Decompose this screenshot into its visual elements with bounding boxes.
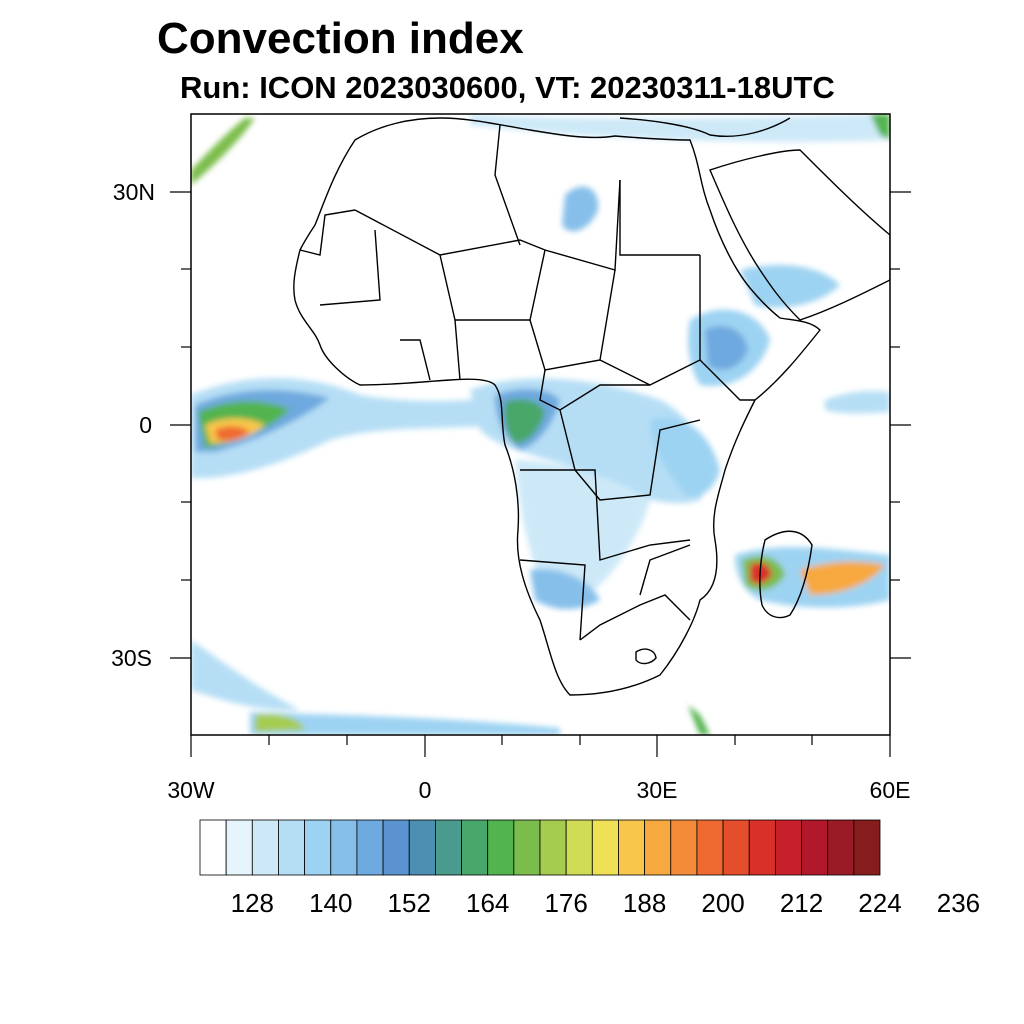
- border-botswana: [579, 594, 691, 641]
- colorbar-swatch: [356, 819, 384, 876]
- colorbar-swatch: [461, 819, 489, 876]
- field-indian-ocean-orange: [800, 561, 885, 595]
- border-mauritania: [299, 209, 356, 256]
- border-sudan: [599, 255, 701, 386]
- colorbar-swatch: [251, 819, 279, 876]
- colorbar-label: 212: [780, 888, 823, 918]
- lon-label-60e: 60E: [870, 777, 911, 803]
- border-namibia: [519, 559, 586, 641]
- lat-label-30n: 30N: [113, 179, 155, 205]
- lon-label-30w: 30W: [167, 777, 215, 803]
- colorbar-label: 152: [388, 888, 431, 918]
- colorbar-label: 140: [309, 888, 352, 918]
- lon-label-30e: 30E: [637, 777, 678, 803]
- lon-label-0: 0: [419, 777, 432, 803]
- field-south-atlantic-green: [255, 714, 305, 732]
- colorbar-swatch: [722, 819, 750, 876]
- lon-tick-labels: 30W 0 30E 60E: [167, 777, 910, 803]
- colorbar-swatch: [696, 819, 724, 876]
- field-ethiopia-blue: [705, 326, 748, 370]
- colorbar-swatch: [748, 819, 776, 876]
- colorbar-swatch: [513, 819, 541, 876]
- chart-title: Convection index: [157, 14, 524, 63]
- field-south-atlantic-band: [250, 712, 560, 735]
- convection-field: [191, 114, 890, 735]
- field-sahara-spot: [562, 186, 599, 232]
- colorbar-swatch: [670, 819, 698, 876]
- colorbar-swatch: [801, 819, 829, 876]
- colorbar-label: 236: [937, 888, 980, 918]
- border-drc: [559, 409, 701, 501]
- colorbar-label: 164: [466, 888, 509, 918]
- colorbar-swatch: [565, 819, 593, 876]
- field-south-east-spot: [688, 705, 710, 735]
- chart-subtitle: Run: ICON 2023030600, VT: 20230311-18UTC: [180, 70, 835, 105]
- colorbar-swatch: [539, 819, 567, 876]
- colorbar-swatch: [434, 819, 462, 876]
- colorbar-label: 128: [231, 888, 274, 918]
- colorbar-swatch: [330, 819, 358, 876]
- lesotho-border: [635, 648, 657, 665]
- field-atlantic-core-red: [215, 426, 250, 441]
- madagascar-coastline: [759, 530, 813, 619]
- border-zimbabwe: [639, 544, 691, 596]
- colorbar-swatch: [199, 819, 227, 876]
- colorbar-swatch: [774, 819, 802, 876]
- colorbar-label: 176: [544, 888, 587, 918]
- field-south-atlantic-west: [191, 640, 300, 711]
- arabia-coastline: [709, 149, 890, 321]
- colorbar-label: 200: [701, 888, 744, 918]
- field-arabia: [740, 265, 840, 308]
- colorbar-swatch: [618, 819, 646, 876]
- field-congo-green: [504, 399, 545, 444]
- colorbar: 128 140 152 164 176 188 200 212 224 236: [199, 819, 980, 918]
- colorbar-swatch: [304, 819, 332, 876]
- colorbar-swatch: [827, 819, 855, 876]
- colorbar-label: 224: [858, 888, 901, 918]
- colorbar-swatch: [382, 819, 410, 876]
- lat-tick-labels: 30N 0 30S: [111, 179, 155, 671]
- colorbar-swatch: [408, 819, 436, 876]
- colorbar-label: 188: [623, 888, 666, 918]
- field-indian-ocean-north: [825, 390, 890, 414]
- border-niger: [439, 249, 546, 321]
- lat-label-30s: 30S: [111, 645, 152, 671]
- field-east-africa: [650, 417, 720, 497]
- lat-label-0: 0: [139, 412, 152, 438]
- border-chad: [529, 269, 616, 371]
- field-madagascar-red: [750, 562, 772, 584]
- colorbar-swatch: [225, 819, 253, 876]
- border-angola-zambia: [520, 469, 691, 561]
- colorbar-swatch: [278, 819, 306, 876]
- colorbar-swatch: [853, 819, 881, 876]
- colorbar-swatch: [487, 819, 515, 876]
- map-ticks: [170, 191, 911, 757]
- mediterranean-east-coast: [619, 117, 791, 138]
- border-ethiopia-kenya: [699, 359, 755, 401]
- border-nigeria: [454, 319, 461, 381]
- border-egypt-sudan: [619, 180, 700, 256]
- border-sahara: [354, 179, 621, 271]
- field-ne-corner: [870, 114, 890, 140]
- colorbar-swatch: [591, 819, 619, 876]
- border-libya: [494, 124, 521, 246]
- border-ghana: [400, 339, 431, 381]
- coastlines: [293, 117, 890, 696]
- colorbar-swatch: [644, 819, 672, 876]
- field-nw-corner: [191, 118, 255, 185]
- border-mali: [319, 229, 381, 306]
- africa-coastline: [293, 117, 821, 696]
